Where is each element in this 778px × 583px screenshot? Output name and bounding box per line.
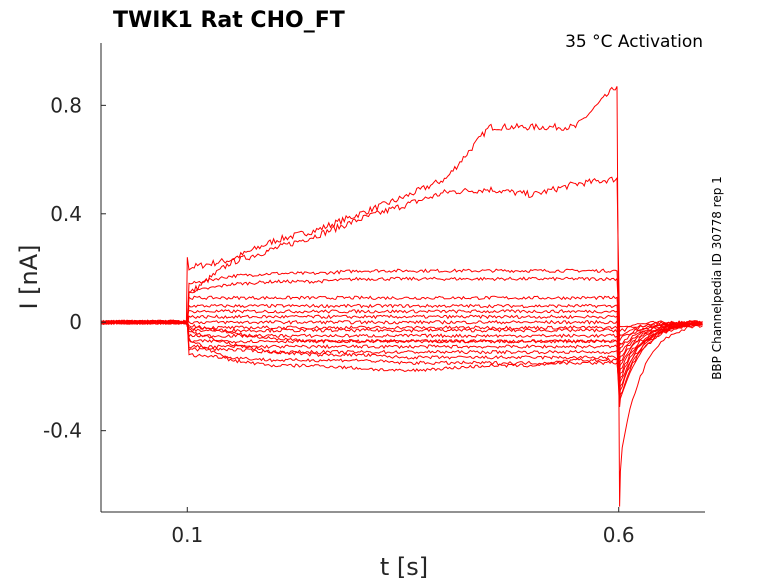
- y-tick-label: 0.8: [50, 93, 82, 117]
- current-trace: [100, 319, 703, 365]
- current-trace: [100, 276, 703, 339]
- trace-group: [100, 86, 703, 507]
- current-trace: [100, 86, 703, 507]
- current-trace: [100, 319, 703, 403]
- chart-subtitle: 35 °C Activation: [565, 32, 703, 52]
- current-trace: [100, 317, 703, 408]
- x-ticks: 0.1 0.6: [171, 507, 635, 547]
- current-trace: [100, 319, 703, 393]
- x-tick-label: 0.1: [171, 523, 203, 547]
- current-trace: [100, 176, 703, 328]
- current-trace: [100, 314, 703, 356]
- current-trace: [100, 295, 703, 342]
- y-tick-label: 0.4: [50, 202, 82, 226]
- x-tick-label: 0.6: [603, 523, 635, 547]
- current-trace: [100, 319, 703, 398]
- y-tick-label: -0.4: [43, 419, 82, 443]
- y-tick-label: 0: [69, 310, 82, 334]
- current-trace: [100, 309, 703, 351]
- current-trace: [100, 319, 703, 389]
- y-axis-label: I [nA]: [15, 244, 43, 309]
- current-trace: [100, 316, 703, 361]
- current-trace: [100, 317, 703, 384]
- side-label: BBP Channelpedia ID 30778 rep 1: [710, 176, 724, 380]
- current-trace: [100, 268, 703, 333]
- current-trace: [100, 319, 703, 370]
- current-trace: [100, 316, 703, 375]
- current-trace: [100, 303, 703, 346]
- y-ticks: -0.4 0 0.4 0.8: [43, 93, 106, 443]
- chart-title: TWIK1 Rat CHO_FT: [113, 8, 345, 33]
- x-axis-label: t [s]: [380, 553, 428, 581]
